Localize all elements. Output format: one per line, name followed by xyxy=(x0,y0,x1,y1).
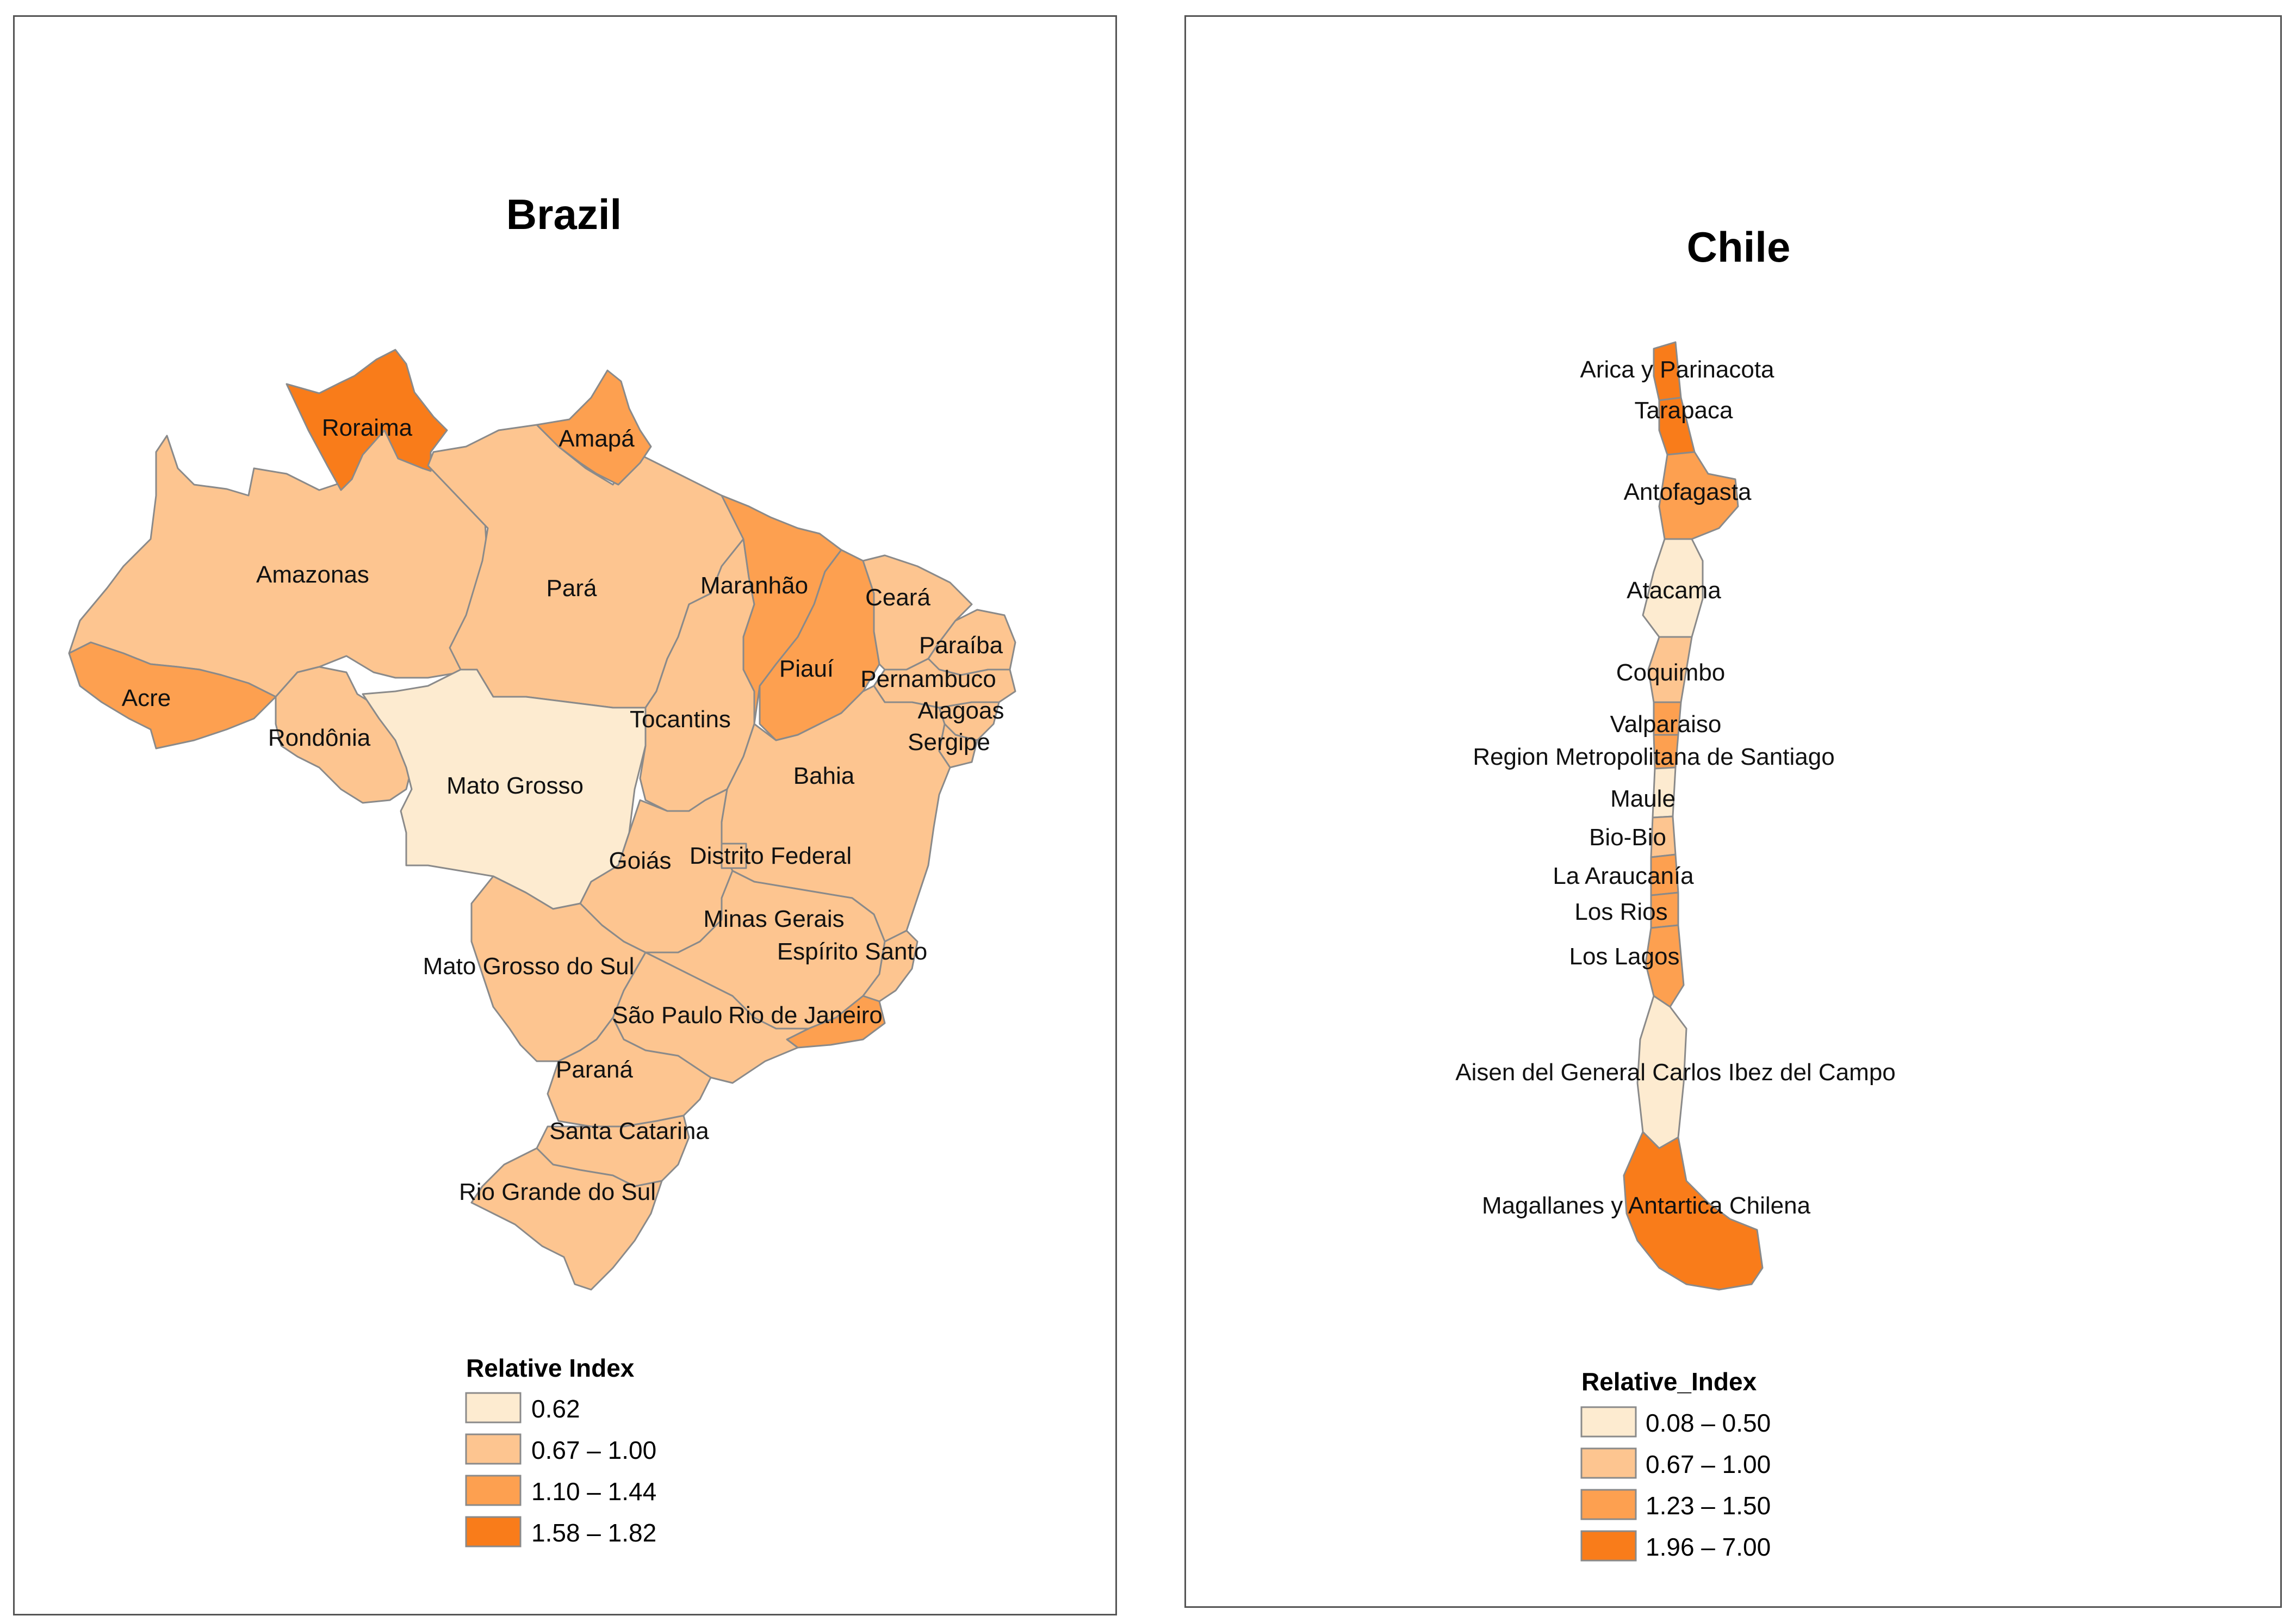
label-rondonia: Rondônia xyxy=(268,725,371,751)
brazil-legend-title: Relative Index xyxy=(466,1354,635,1382)
state-distrito-federal[interactable] xyxy=(721,843,747,869)
chile-legend-item: 0.08 – 0.50 xyxy=(1580,1406,1771,1438)
brazil-map-title: Brazil xyxy=(506,190,622,238)
label-arica-y-parinacota: Arica y Parinacota xyxy=(1580,356,1774,383)
brazil-state-labels: Roraima Amapá Amazonas Pará Maranhão Cea… xyxy=(122,414,1004,1205)
chile-map-canvas: Chile Arica y Parinacota Tarapaca Antofa… xyxy=(1455,223,1896,1562)
chile-map-panel: Chile Arica y Parinacota Tarapaca Antofa… xyxy=(1184,15,2282,1608)
label-espirito-santo: Espírito Santo xyxy=(777,938,927,965)
label-magallanes: Magallanes y Antartica Chilena xyxy=(1482,1192,1811,1219)
label-parana: Paraná xyxy=(556,1056,633,1083)
label-atacama: Atacama xyxy=(1627,577,1721,604)
label-amapa: Amapá xyxy=(559,425,635,452)
brazil-legend: Relative Index 0.62 0.67 – 1.00 1.10 – 1… xyxy=(465,1354,656,1547)
legend-label: 0.67 – 1.00 xyxy=(1646,1450,1771,1478)
chile-region-labels: Arica y Parinacota Tarapaca Antofagasta … xyxy=(1455,356,1896,1219)
label-los-rios: Los Rios xyxy=(1574,899,1667,925)
label-mato-grosso-do-sul: Mato Grosso do Sul xyxy=(423,953,635,980)
label-valparaiso: Valparaiso xyxy=(1610,711,1722,738)
chile-map-title: Chile xyxy=(1687,223,1791,271)
label-tarapaca: Tarapaca xyxy=(1634,397,1733,424)
legend-swatch xyxy=(1580,1447,1637,1479)
legend-swatch xyxy=(465,1516,522,1547)
region-antofagasta[interactable] xyxy=(1658,451,1739,540)
label-los-lagos: Los Lagos xyxy=(1569,943,1679,970)
label-paraiba: Paraíba xyxy=(919,632,1003,659)
label-amazonas: Amazonas xyxy=(256,561,369,588)
legend-swatch xyxy=(1580,1489,1637,1520)
label-distrito-federal: Distrito Federal xyxy=(690,843,852,869)
label-mato-grosso: Mato Grosso xyxy=(446,772,584,799)
chile-legend-item: 1.23 – 1.50 xyxy=(1580,1489,1771,1520)
brazil-legend-item: 0.62 xyxy=(465,1392,580,1423)
brazil-map-canvas: Brazil xyxy=(68,190,1016,1547)
legend-label: 1.96 – 7.00 xyxy=(1646,1533,1771,1561)
label-sao-paulo: São Paulo xyxy=(612,1002,722,1029)
brazil-state-regions xyxy=(68,349,1016,1291)
brazil-map-panel: Brazil xyxy=(13,15,1117,1615)
state-amazonas[interactable] xyxy=(68,429,494,698)
label-para: Pará xyxy=(547,575,597,602)
state-parana[interactable] xyxy=(547,1017,712,1128)
region-magallanes[interactable] xyxy=(1623,1131,1764,1291)
label-ceara: Ceará xyxy=(865,584,930,611)
label-alagoas: Alagoas xyxy=(917,697,1004,724)
label-rio-de-janeiro: Rio de Janeiro xyxy=(728,1002,883,1029)
brazil-legend-item: 0.67 – 1.00 xyxy=(465,1433,656,1465)
label-piaui: Piauí xyxy=(779,655,834,682)
label-pernambuco: Pernambuco xyxy=(860,666,996,692)
label-acre: Acre xyxy=(122,685,171,711)
chile-legend-item: 1.96 – 7.00 xyxy=(1580,1530,1771,1562)
label-coquimbo: Coquimbo xyxy=(1616,659,1726,686)
state-rio-grande-do-sul[interactable] xyxy=(470,1147,663,1291)
label-maule: Maule xyxy=(1610,785,1676,812)
brazil-legend-item: 1.10 – 1.44 xyxy=(465,1475,656,1506)
label-sergipe: Sergipe xyxy=(908,729,990,756)
legend-label: 1.58 – 1.82 xyxy=(531,1519,656,1547)
legend-label: 1.23 – 1.50 xyxy=(1646,1491,1771,1520)
label-roraima: Roraima xyxy=(322,414,413,441)
legend-swatch xyxy=(465,1392,522,1423)
chile-region-shapes xyxy=(1623,341,1764,1291)
chile-legend: Relative_Index 0.08 – 0.50 0.67 – 1.00 1… xyxy=(1580,1367,1771,1562)
legend-swatch xyxy=(1580,1406,1637,1438)
label-aisen: Aisen del General Carlos Ibez del Campo xyxy=(1455,1059,1896,1086)
legend-label: 0.67 – 1.00 xyxy=(531,1436,656,1464)
chile-legend-title: Relative_Index xyxy=(1581,1367,1757,1396)
state-amapa[interactable] xyxy=(536,369,652,486)
brazil-legend-item: 1.58 – 1.82 xyxy=(465,1516,656,1547)
legend-swatch xyxy=(1580,1530,1637,1562)
label-bahia: Bahia xyxy=(793,763,855,789)
legend-swatch xyxy=(465,1475,522,1506)
label-maranhao: Maranhão xyxy=(700,572,808,599)
label-metropolitana: Region Metropolitana de Santiago xyxy=(1473,744,1834,770)
state-espirito-santo[interactable] xyxy=(862,930,919,1002)
legend-label: 0.62 xyxy=(531,1395,580,1423)
legend-swatch xyxy=(465,1433,522,1465)
chile-legend-item: 0.67 – 1.00 xyxy=(1580,1447,1771,1479)
legend-label: 1.10 – 1.44 xyxy=(531,1477,656,1506)
label-santa-catarina: Santa Catarina xyxy=(549,1118,709,1144)
state-roraima[interactable] xyxy=(286,349,448,491)
state-acre[interactable] xyxy=(68,641,277,750)
label-la-araucania: La Araucanía xyxy=(1553,863,1694,889)
label-bio-bio: Bio-Bio xyxy=(1589,824,1666,851)
label-minas-gerais: Minas Gerais xyxy=(703,906,844,932)
label-antofagasta: Antofagasta xyxy=(1624,479,1752,505)
label-rio-grande-do-sul: Rio Grande do Sul xyxy=(459,1179,656,1205)
label-goias: Goiás xyxy=(609,847,672,874)
legend-label: 0.08 – 0.50 xyxy=(1646,1409,1771,1437)
label-tocantins: Tocantins xyxy=(630,706,731,733)
